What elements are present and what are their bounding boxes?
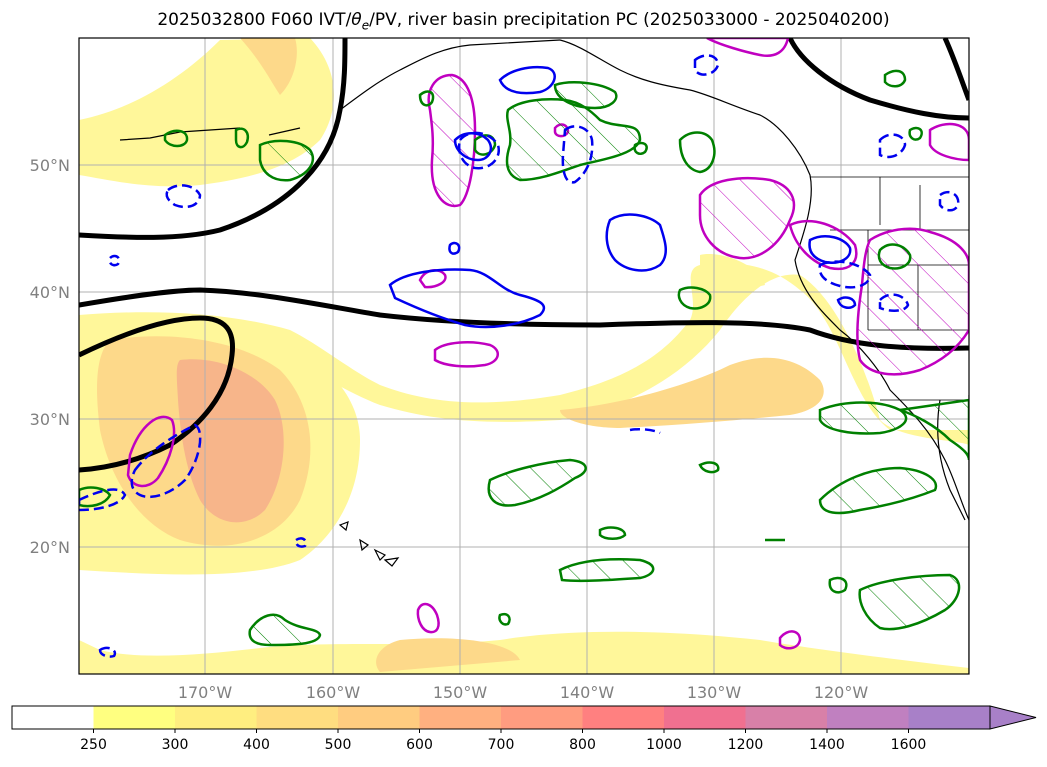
plot-frame <box>78 37 970 675</box>
lon-labels: 170°W 160°W 150°W 140°W 130°W 120°W <box>178 683 869 702</box>
theta-e-dashed <box>79 54 960 658</box>
lon-label-120w: 120°W <box>814 683 869 702</box>
colorbar-segment <box>256 706 339 729</box>
colorbar-segment <box>745 706 828 729</box>
colorbar-extend-arrow <box>989 705 1037 730</box>
ivt-shading <box>79 38 969 674</box>
lat-labels: 50°N 40°N 30°N 20°N <box>30 156 70 557</box>
green-contours <box>79 69 969 647</box>
colorbar-tick-label: 500 <box>325 737 352 753</box>
colorbar-segment <box>12 706 94 729</box>
colorbar-tick-label: 1400 <box>809 737 845 753</box>
colorbar-tick-label: 800 <box>569 737 596 753</box>
theta-e-solid <box>388 65 857 329</box>
colorbar-tick-label: 1600 <box>891 737 927 753</box>
colorbar: 250 300 400 500 600 700 800 1000 1200 1400 1600 <box>11 705 1037 753</box>
lat-label-40: 40°N <box>30 283 70 302</box>
colorbar-segment <box>93 706 176 729</box>
lat-label-50: 50°N <box>30 156 70 175</box>
lon-label-160w: 160°W <box>306 683 361 702</box>
colorbar-tick-label: 700 <box>488 737 515 753</box>
lon-label-140w: 140°W <box>560 683 615 702</box>
pv-contours <box>79 38 969 473</box>
colorbar-segment <box>908 706 991 729</box>
colorbar-tick-label: 300 <box>162 737 189 753</box>
colorbar-tick-label: 400 <box>243 737 270 753</box>
lon-label-150w: 150°W <box>433 683 488 702</box>
colorbar-segment <box>501 706 583 729</box>
map-title: 2025032800 F060 IVT/θe/PV, river basin p… <box>157 10 890 33</box>
colorbar-tick-label: 1200 <box>728 737 764 753</box>
lon-label-170w: 170°W <box>178 683 233 702</box>
lat-label-30: 30°N <box>30 410 70 429</box>
colorbar-segment <box>175 706 257 729</box>
colorbar-tick-label: 250 <box>80 737 107 753</box>
colorbar-segment <box>338 706 420 729</box>
colorbar-segment <box>664 706 746 729</box>
lon-label-130w: 130°W <box>687 683 742 702</box>
lat-label-20: 20°N <box>30 538 70 557</box>
colorbar-segment <box>827 706 909 729</box>
colorbar-tick-label: 1000 <box>646 737 682 753</box>
colorbar-segment <box>582 706 665 729</box>
colorbar-tick-label: 600 <box>406 737 433 753</box>
colorbar-segment <box>419 706 502 729</box>
magenta-contours <box>126 38 969 650</box>
